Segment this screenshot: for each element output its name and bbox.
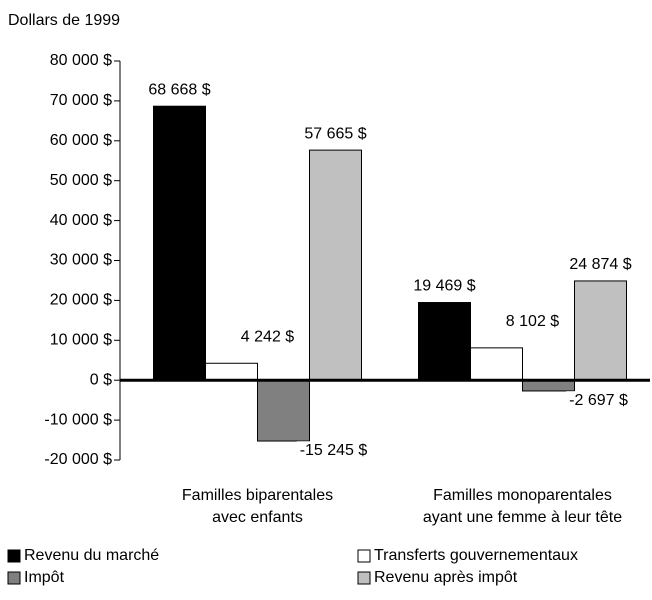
y-tick-label: 30 000 $ — [50, 252, 112, 269]
y-tick-label: 10 000 $ — [50, 332, 112, 349]
bar — [257, 379, 310, 442]
x-tick-label: Familles monoparentales ayant une femme … — [422, 487, 623, 526]
data-label-bg — [145, 80, 214, 100]
y-tick-label: 80 000 $ — [50, 52, 112, 69]
data-label-bg — [410, 276, 479, 296]
bar — [309, 149, 362, 381]
legend-label: Revenu après impôt — [374, 569, 518, 586]
data-label: 8 102 $ — [506, 313, 559, 330]
bar — [418, 302, 471, 381]
y-tick-label: 50 000 $ — [50, 172, 112, 189]
bar — [205, 362, 258, 381]
legend-label: Transferts gouvernementaux — [374, 547, 578, 564]
bar — [470, 347, 523, 381]
data-label: 4 242 $ — [241, 328, 294, 345]
y-tick-label: 60 000 $ — [50, 132, 112, 149]
data-label-bg — [502, 312, 563, 332]
data-label-bg — [237, 327, 298, 347]
data-label: -2 697 $ — [569, 392, 628, 409]
data-label-bg — [301, 124, 370, 144]
y-tick-label: -20 000 $ — [44, 451, 112, 468]
bar — [522, 379, 575, 392]
legend-swatch — [357, 571, 371, 585]
legend-swatch — [7, 571, 21, 585]
data-label: 68 668 $ — [148, 81, 210, 98]
y-axis-label: Dollars de 1999 — [8, 12, 120, 29]
data-label-bg — [296, 441, 371, 461]
data-label: 24 874 $ — [569, 256, 631, 273]
y-tick-label: 20 000 $ — [50, 292, 112, 309]
legend-swatch — [357, 549, 371, 563]
bar — [153, 105, 206, 381]
legend-label: Impôt — [24, 569, 65, 586]
legend-label: Revenu du marché — [24, 547, 159, 564]
y-tick-label: 70 000 $ — [50, 92, 112, 109]
y-tick-label: 0 $ — [90, 371, 112, 388]
y-tick-label: 40 000 $ — [50, 212, 112, 229]
data-label-bg — [566, 255, 635, 275]
x-tick-label: Familles biparentales avec enfants — [181, 487, 334, 526]
data-label-bg — [566, 391, 631, 411]
data-label: 19 469 $ — [413, 278, 475, 295]
bar — [574, 280, 627, 381]
data-label: 57 665 $ — [304, 125, 366, 142]
data-label: -15 245 $ — [300, 442, 368, 459]
legend-swatch — [7, 549, 21, 563]
y-tick-label: -10 000 $ — [44, 411, 112, 428]
